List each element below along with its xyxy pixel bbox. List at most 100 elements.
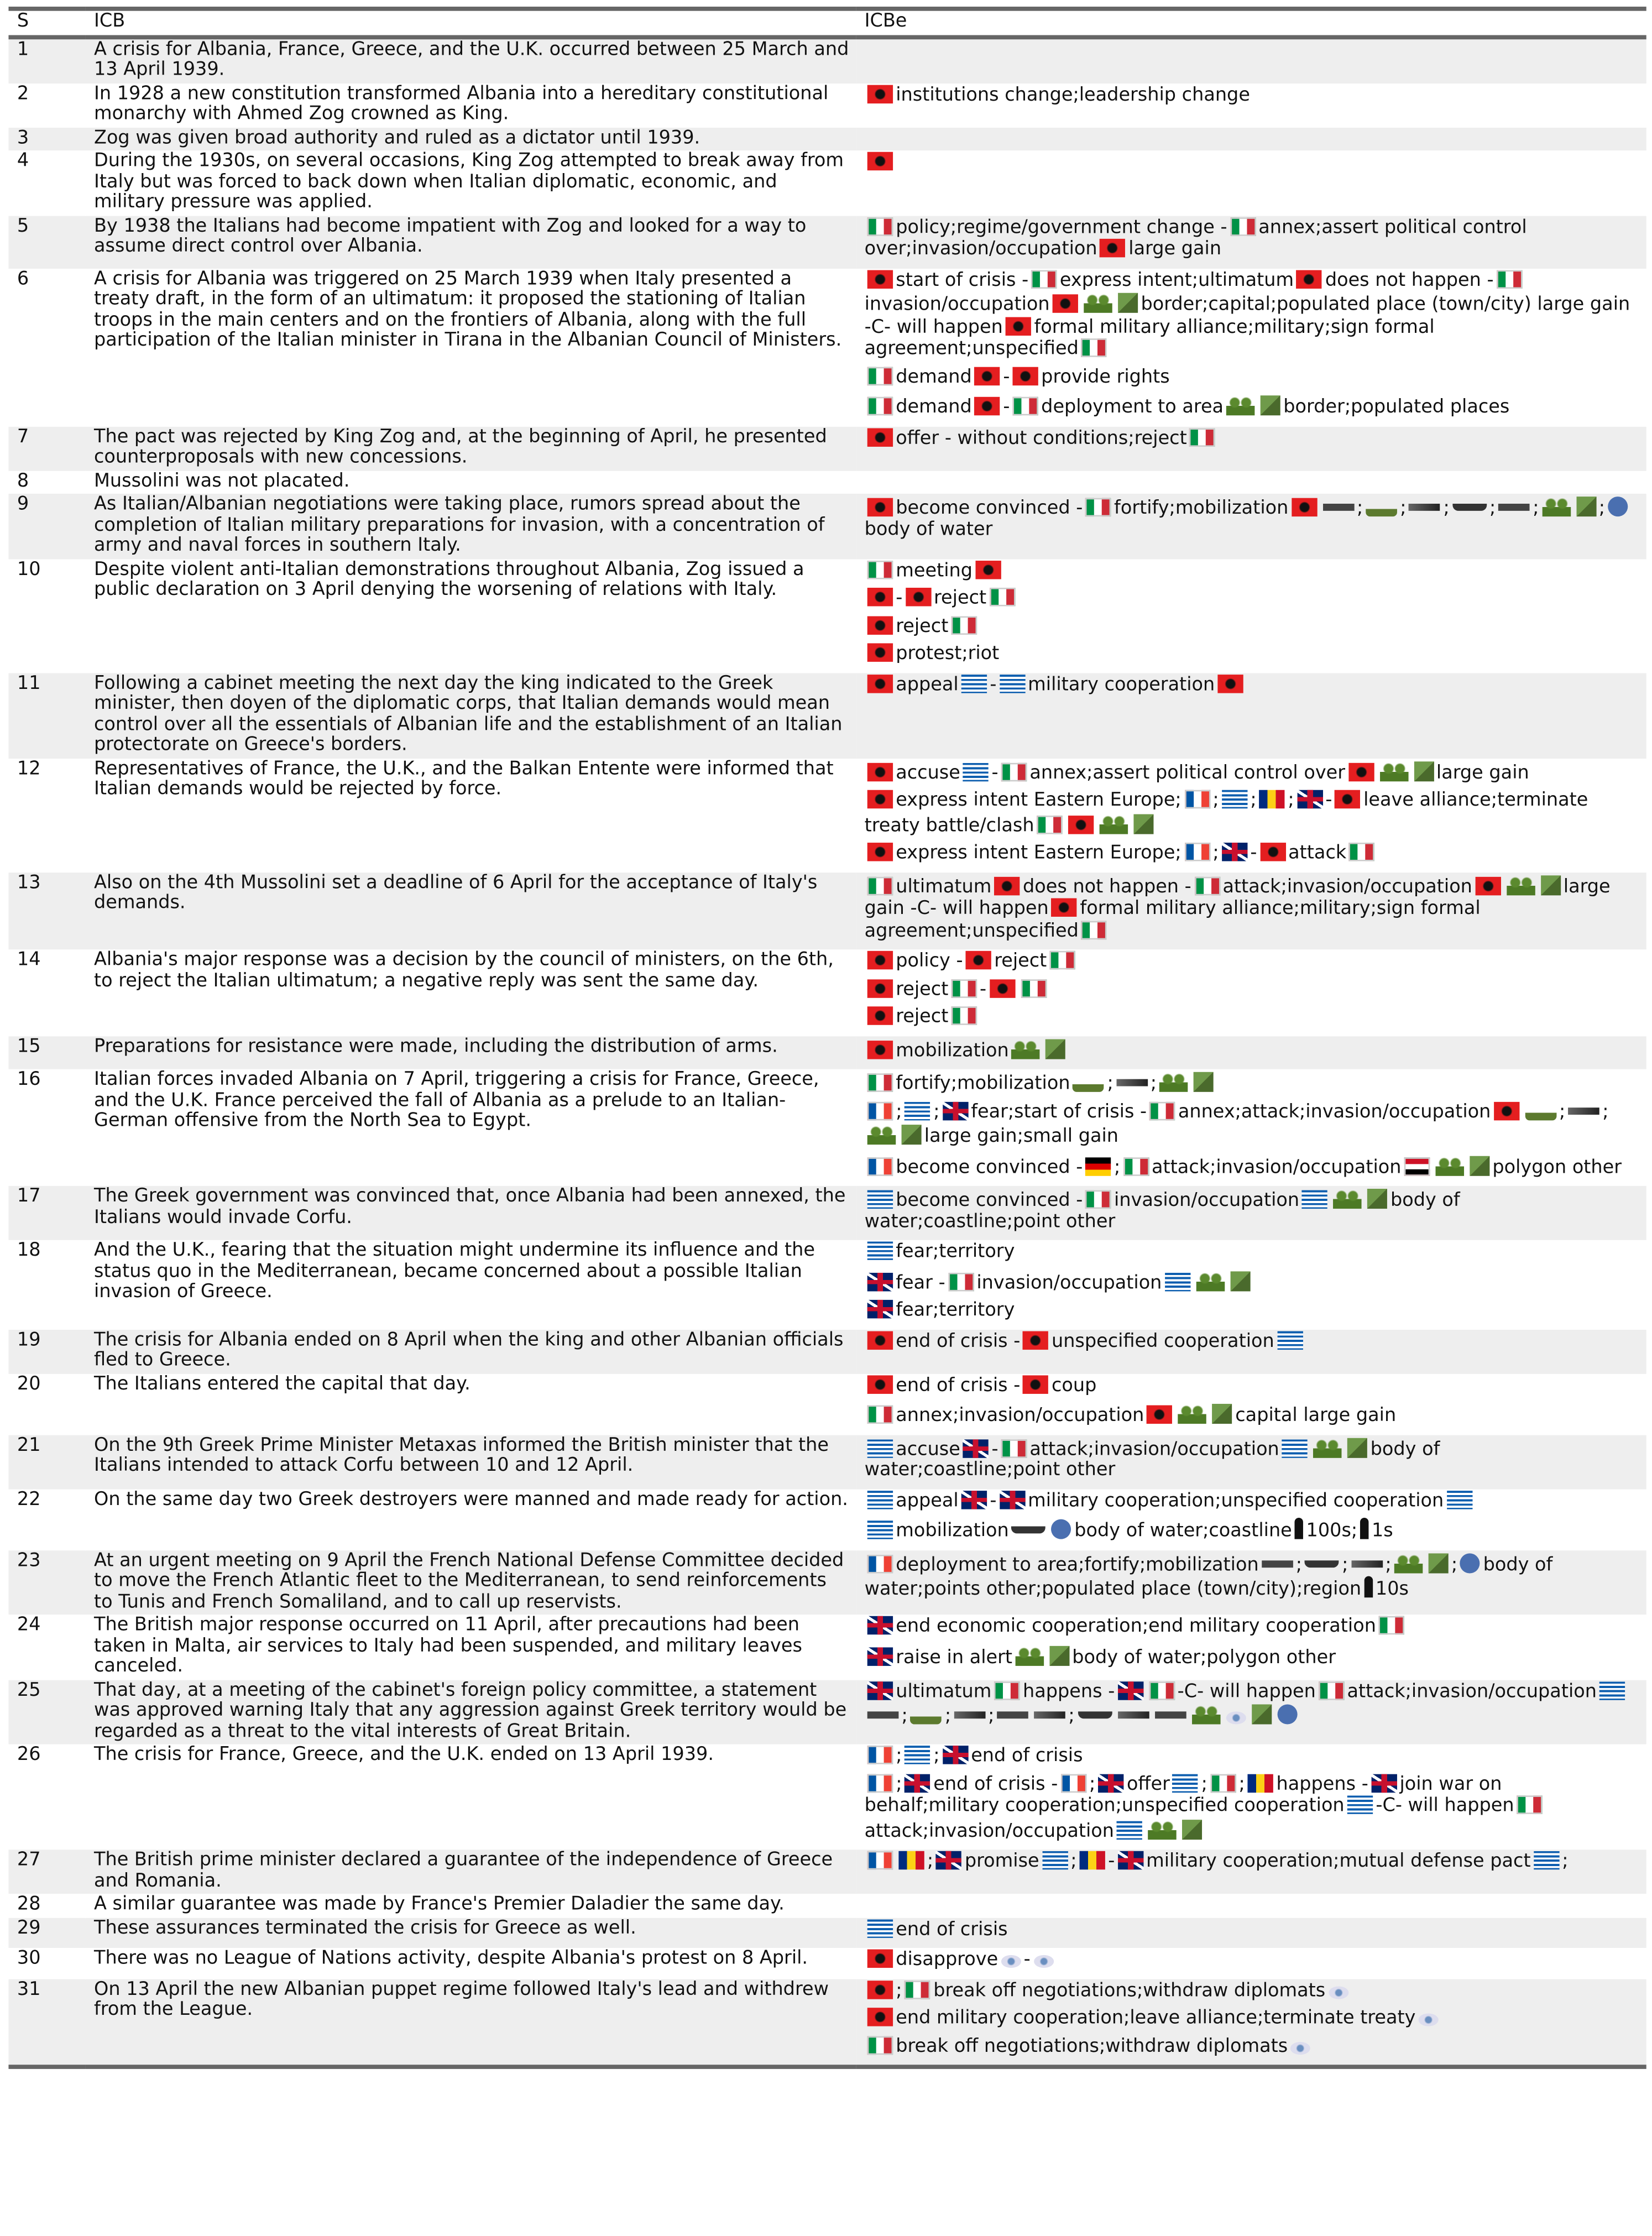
icbe-line: mobilization body of water;coastline 100s;… [865,1518,1641,1543]
event-text: does not happen - [1325,269,1494,291]
icb-cell: The crisis for Albania ended on 8 April … [85,1329,856,1373]
event-text: ; [1107,1073,1113,1095]
event-text: reject [896,979,949,1000]
icon-eye [1001,1955,1021,1968]
icbe-line: ultimatum happens - -C- will happen attack;… [865,1680,1641,1728]
s-cell: 19 [8,1329,86,1373]
s-cell: 13 [8,871,86,950]
icon-jet [1116,1079,1148,1086]
icbe-line: end military cooperation;leave alliance;… [865,2008,1641,2030]
icb-cell: By 1938 the Italians had become impatien… [85,215,856,268]
icon-fr [867,1746,893,1764]
icbe-line: express intent Eastern Europe;;;; - leave … [865,790,1641,837]
event-text: large gain [1128,238,1222,260]
header-row: S ICB ICBe [8,8,1646,39]
icon-al [867,1330,893,1349]
icbe-cell: policy;regime/government change - annex;a… [856,215,1646,268]
event-text: deployment to area [1041,396,1224,419]
icon-box [1251,1704,1272,1725]
icbe-line: start of crisis - express intent;ultimatu… [865,269,1641,361]
table-row: 17 The Greek government was convinced tha… [8,1185,1646,1240]
event-text: ; [1068,1706,1075,1727]
icbe-line: express intent Eastern Europe;; - attack [865,843,1641,865]
event-text: happens - [1023,1680,1115,1702]
icon-fr [1184,790,1210,809]
icon-al [1493,1101,1519,1120]
icon-al [1217,673,1243,693]
icbe-cell: meeting - reject reject protest;riot [856,558,1646,672]
icon-sol [1084,291,1112,313]
icon-sol [867,1123,896,1145]
event-text: reject [896,1006,949,1028]
event-text: military cooperation;unspecified coopera… [1028,1490,1444,1512]
icb-cell: The Italians entered the capital that da… [94,1373,470,1395]
icon-person [1360,1518,1369,1539]
event-text: - [1023,1949,1031,1971]
icon-box [1413,760,1434,781]
icon-it [1037,814,1063,834]
s-cell: 25 [8,1679,86,1744]
icbe-line: fear - invasion/occupation [865,1269,1641,1294]
icbe-cell: institutions change;leadership change [856,83,1646,127]
icon-gr [1277,1330,1303,1349]
icb-cell: Zog was given broad authority and ruled … [85,127,856,151]
icon-box [1230,1271,1251,1291]
icon-it [1049,950,1075,970]
event-text: break off negotiations;withdraw diplomat… [896,2035,1288,2057]
event-text: - [1108,1851,1115,1873]
icon-al [965,950,992,970]
event-text: accuse [896,762,960,784]
icbe-line: meeting [865,560,1641,582]
s-cell: 8 [17,470,29,492]
icbe-line: ultimatum does not happen - attack;invasio… [865,873,1641,942]
table-row: 15 Preparations for resistance were made,… [8,1036,1646,1069]
icon-jet [1034,1711,1066,1719]
icbe-line: deployment to area;fortify;mobilization;… [865,1551,1641,1601]
icon-fr [867,1157,893,1176]
event-text: deployment to area;fortify;mobilization [896,1554,1259,1576]
icon-sol [1191,1702,1220,1725]
icon-gr [961,673,987,693]
icon-al [1012,366,1039,385]
icon-al [867,84,893,103]
icon-al [1291,498,1317,517]
icb-cell: A crisis for Albania, France, Greece, an… [85,36,856,83]
icb-cell: The Greek government was convinced that,… [85,1185,856,1240]
icon-al [974,396,1001,416]
event-text: institutions change;leadership change [896,84,1250,106]
icon-al [989,979,1015,997]
icon-sol [1226,394,1255,416]
icon-gr [867,1490,893,1509]
icbe-cell: ultimatum happens - -C- will happen attack;… [856,1679,1646,1744]
s-cell: 18 [17,1240,41,1262]
icon-gr [1533,1851,1560,1870]
event-text: annex;assert political control over;inva… [864,216,1527,260]
icbe-line: reject [865,1006,1641,1028]
icon-al [867,427,893,446]
event-text: ; [901,1706,908,1727]
event-text: -C- will happen [1177,1680,1316,1702]
icon-al [867,1375,893,1393]
event-text: fortify;mobilization [1114,498,1289,520]
header-cell: ICBe [856,8,1646,39]
icbe-cell: policy - reject reject - reject [856,949,1646,1036]
event-text: express intent Eastern Europe; [896,843,1182,864]
icon-uk [942,1746,969,1764]
icon-jet [1409,503,1441,511]
table-row: 27 The British prime minister declared a … [8,1850,1646,1894]
s-cell: 21 [8,1434,86,1489]
icon-jet [954,1711,985,1719]
icon-it [867,366,893,385]
icon-fr [1060,1773,1086,1792]
event-text: ; [896,1746,902,1767]
icon-plane [997,1711,1029,1719]
event-text: - [1003,396,1010,419]
event-text: formal military alliance;military;sign f… [864,316,1435,360]
icon-it [1149,1101,1175,1120]
event-text: 1s [1371,1521,1393,1542]
table-row: 19 The crisis for Albania ended on 8 Apri… [8,1329,1646,1373]
icon-it [1123,1157,1149,1176]
icon-al [867,1979,893,1999]
